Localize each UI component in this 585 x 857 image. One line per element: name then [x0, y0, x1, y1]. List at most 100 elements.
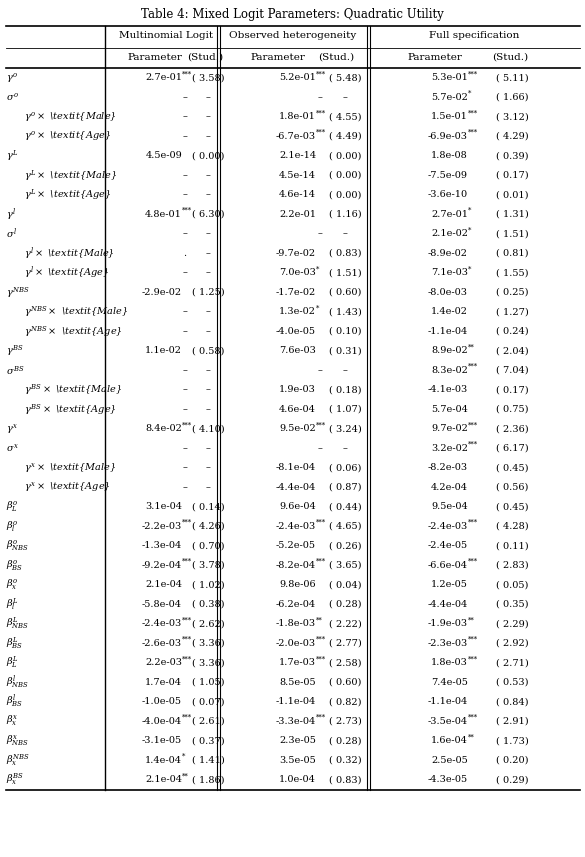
Text: ( 0.00): ( 0.00) — [192, 151, 224, 160]
Text: –: – — [343, 366, 347, 375]
Text: –: – — [183, 190, 187, 199]
Text: -9.7e-02: -9.7e-02 — [276, 249, 316, 258]
Text: ( 4.65): ( 4.65) — [329, 522, 362, 530]
Text: ( 2.83): ( 2.83) — [495, 560, 528, 570]
Text: $\sigma^x$: $\sigma^x$ — [6, 442, 19, 454]
Text: $\gamma^{NBS} \times$ \textit{Male}: $\gamma^{NBS} \times$ \textit{Male} — [24, 304, 129, 319]
Text: –: – — [183, 386, 187, 394]
Text: ***: *** — [468, 714, 478, 722]
Text: 8.3e-02: 8.3e-02 — [431, 366, 468, 375]
Text: –: – — [343, 230, 347, 238]
Text: ***: *** — [468, 363, 478, 371]
Text: ( 0.70): ( 0.70) — [192, 542, 224, 550]
Text: ( 6.17): ( 6.17) — [495, 444, 528, 452]
Text: ( 2.61): ( 2.61) — [192, 716, 224, 726]
Text: -1.1e-04: -1.1e-04 — [276, 698, 316, 706]
Text: ***: *** — [182, 518, 192, 527]
Text: ( 1.43): ( 1.43) — [329, 308, 362, 316]
Text: ( 2.36): ( 2.36) — [495, 424, 528, 434]
Text: ( 2.71): ( 2.71) — [495, 658, 528, 668]
Text: ( 2.73): ( 2.73) — [329, 716, 362, 726]
Text: .: . — [184, 249, 187, 258]
Text: ***: *** — [316, 656, 326, 663]
Text: -1.7e-02: -1.7e-02 — [276, 288, 316, 297]
Text: ***: *** — [316, 558, 326, 566]
Text: ( 1.73): ( 1.73) — [495, 736, 528, 746]
Text: –: – — [318, 93, 323, 102]
Text: (Stud.): (Stud.) — [492, 52, 528, 62]
Text: -3.6e-10: -3.6e-10 — [428, 190, 468, 199]
Text: 2.7e-01: 2.7e-01 — [145, 73, 182, 82]
Text: 2.1e-14: 2.1e-14 — [279, 151, 316, 160]
Text: ***: *** — [316, 636, 326, 644]
Text: –: – — [205, 268, 211, 278]
Text: 1.7e-04: 1.7e-04 — [145, 678, 182, 686]
Text: –: – — [183, 366, 187, 375]
Text: $\beta_{BS}^o$: $\beta_{BS}^o$ — [6, 558, 23, 572]
Text: ( 0.18): ( 0.18) — [329, 386, 362, 394]
Text: ( 2.04): ( 2.04) — [495, 346, 528, 356]
Text: –: – — [183, 444, 187, 452]
Text: 3.2e-02: 3.2e-02 — [431, 444, 468, 452]
Text: $\gamma^l$: $\gamma^l$ — [6, 206, 16, 223]
Text: ( 0.28): ( 0.28) — [329, 600, 362, 608]
Text: -8.9e-02: -8.9e-02 — [428, 249, 468, 258]
Text: **: ** — [468, 616, 475, 624]
Text: ( 4.49): ( 4.49) — [329, 132, 362, 141]
Text: ***: *** — [182, 714, 192, 722]
Text: 1.3e-02: 1.3e-02 — [279, 308, 316, 316]
Text: $\gamma^l \times$ \textit{Age}: $\gamma^l \times$ \textit{Age} — [24, 265, 109, 281]
Text: –: – — [205, 190, 211, 199]
Text: –: – — [183, 230, 187, 238]
Text: –: – — [205, 482, 211, 492]
Text: ( 0.31): ( 0.31) — [329, 346, 362, 356]
Text: 9.7e-02: 9.7e-02 — [431, 424, 468, 434]
Text: ( 0.35): ( 0.35) — [495, 600, 528, 608]
Text: ( 0.87): ( 0.87) — [329, 482, 362, 492]
Text: 1.8e-08: 1.8e-08 — [431, 151, 468, 160]
Text: ***: *** — [182, 207, 192, 215]
Text: 4.2e-04: 4.2e-04 — [431, 482, 468, 492]
Text: $\gamma^o$: $\gamma^o$ — [6, 71, 18, 85]
Text: -4.4e-04: -4.4e-04 — [428, 600, 468, 608]
Text: $\gamma^o \times$ \textit{Male}: $\gamma^o \times$ \textit{Male} — [24, 110, 117, 123]
Text: -8.2e-04: -8.2e-04 — [276, 560, 316, 570]
Text: ( 1.25): ( 1.25) — [192, 288, 224, 297]
Text: ***: *** — [468, 109, 478, 117]
Text: ( 0.45): ( 0.45) — [495, 502, 528, 512]
Text: -6.2e-04: -6.2e-04 — [276, 600, 316, 608]
Text: ( 0.58): ( 0.58) — [192, 346, 224, 356]
Text: ***: *** — [316, 714, 326, 722]
Text: ( 3.24): ( 3.24) — [329, 424, 362, 434]
Text: 2.7e-01: 2.7e-01 — [431, 210, 468, 219]
Text: *: * — [316, 265, 319, 273]
Text: ***: *** — [468, 636, 478, 644]
Text: –: – — [183, 93, 187, 102]
Text: -1.3e-04: -1.3e-04 — [142, 542, 182, 550]
Text: 1.4e-02: 1.4e-02 — [431, 308, 468, 316]
Text: ( 0.39): ( 0.39) — [495, 151, 528, 160]
Text: ( 0.56): ( 0.56) — [496, 482, 528, 492]
Text: *: * — [182, 752, 185, 761]
Text: ( 4.29): ( 4.29) — [495, 132, 528, 141]
Text: 1.0e-04: 1.0e-04 — [279, 776, 316, 784]
Text: Multinomial Logit: Multinomial Logit — [119, 32, 214, 40]
Text: –: – — [343, 444, 347, 452]
Text: -3.1e-05: -3.1e-05 — [142, 736, 182, 746]
Text: ***: *** — [316, 518, 326, 527]
Text: ( 0.00): ( 0.00) — [329, 151, 361, 160]
Text: -8.0e-03: -8.0e-03 — [428, 288, 468, 297]
Text: 1.9e-03: 1.9e-03 — [279, 386, 316, 394]
Text: ( 0.17): ( 0.17) — [495, 171, 528, 180]
Text: -4.0e-05: -4.0e-05 — [276, 327, 316, 336]
Text: 4.6e-14: 4.6e-14 — [279, 190, 316, 199]
Text: 5.7e-04: 5.7e-04 — [431, 405, 468, 414]
Text: $\gamma^L \times$ \textit{Age}: $\gamma^L \times$ \textit{Age} — [24, 188, 112, 202]
Text: ( 3.65): ( 3.65) — [329, 560, 362, 570]
Text: $\beta_x^{NBS}$: $\beta_x^{NBS}$ — [6, 752, 30, 768]
Text: –: – — [183, 327, 187, 336]
Text: –: – — [205, 249, 211, 258]
Text: ( 0.04): ( 0.04) — [329, 580, 362, 590]
Text: –: – — [205, 93, 211, 102]
Text: 7.1e-03: 7.1e-03 — [431, 268, 468, 278]
